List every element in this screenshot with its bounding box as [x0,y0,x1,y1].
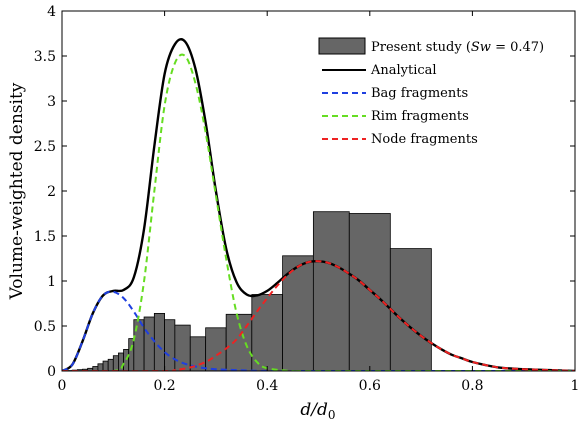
y-tick-label: 2 [47,184,56,200]
histogram-bar [205,327,227,371]
legend-analytical-label: Analytical [370,63,437,78]
legend-hist-math: Sw [471,40,491,55]
series-line-node-fragments [62,260,575,371]
x-axis-title-subscript: 0 [328,408,336,422]
x-axis-title-main: d/d [300,400,328,420]
legend-hist-eq: = 0.47) [491,40,544,55]
histogram-bar [102,360,109,371]
histogram-bar [164,319,176,371]
legend-bag-label: Bag fragments [371,86,468,101]
y-tick-label: 3 [47,94,56,110]
legend-hist-label: Present study (Sw = 0.47) [371,40,544,55]
histogram-bar [107,358,114,371]
x-tick-label: 0.2 [153,378,175,394]
y-tick-label: 4 [47,4,56,20]
legend-rim-label: Rim fragments [371,109,469,124]
histogram-bar [112,355,119,371]
histogram-bar [389,248,432,371]
y-tick-label: 1 [47,274,56,290]
histogram-bar [174,324,191,371]
legend-node-label: Node fragments [371,132,478,147]
histogram-bar [133,319,145,371]
histogram-bar [123,348,130,371]
histogram-bar [118,352,124,371]
legend-hist-prefix: Present study ( [371,40,471,55]
y-tick-label: 2.5 [34,139,56,155]
legend: Present study (Sw = 0.47) Analytical Bag… [318,37,544,147]
histogram-bar [348,213,391,371]
y-axis-title: Volume-weighted density [7,82,27,300]
y-tick-label: 1.5 [34,229,56,245]
legend-hist-swatch [318,37,366,55]
x-tick-label: 0 [58,378,67,394]
x-tick-label: 1 [571,378,580,394]
y-tick-label: 3.5 [34,49,56,65]
y-tick-label: 0.5 [34,319,56,335]
x-tick-label: 0.8 [461,378,483,394]
histogram-bar [251,294,283,371]
x-axis-title: d/d0 [300,400,335,422]
histogram-bar [97,363,104,371]
histogram-bar [143,316,155,371]
axis-ticks: 0 0.2 0.4 0.6 0.8 1 0 0.5 1 1.5 2 2.5 3 3.5 4 [34,4,580,394]
histogram-bar [153,312,165,371]
histogram-bar [312,211,350,371]
x-tick-label: 0.4 [256,378,278,394]
y-tick-label: 0 [47,364,56,380]
x-tick-label: 0.6 [359,378,381,394]
